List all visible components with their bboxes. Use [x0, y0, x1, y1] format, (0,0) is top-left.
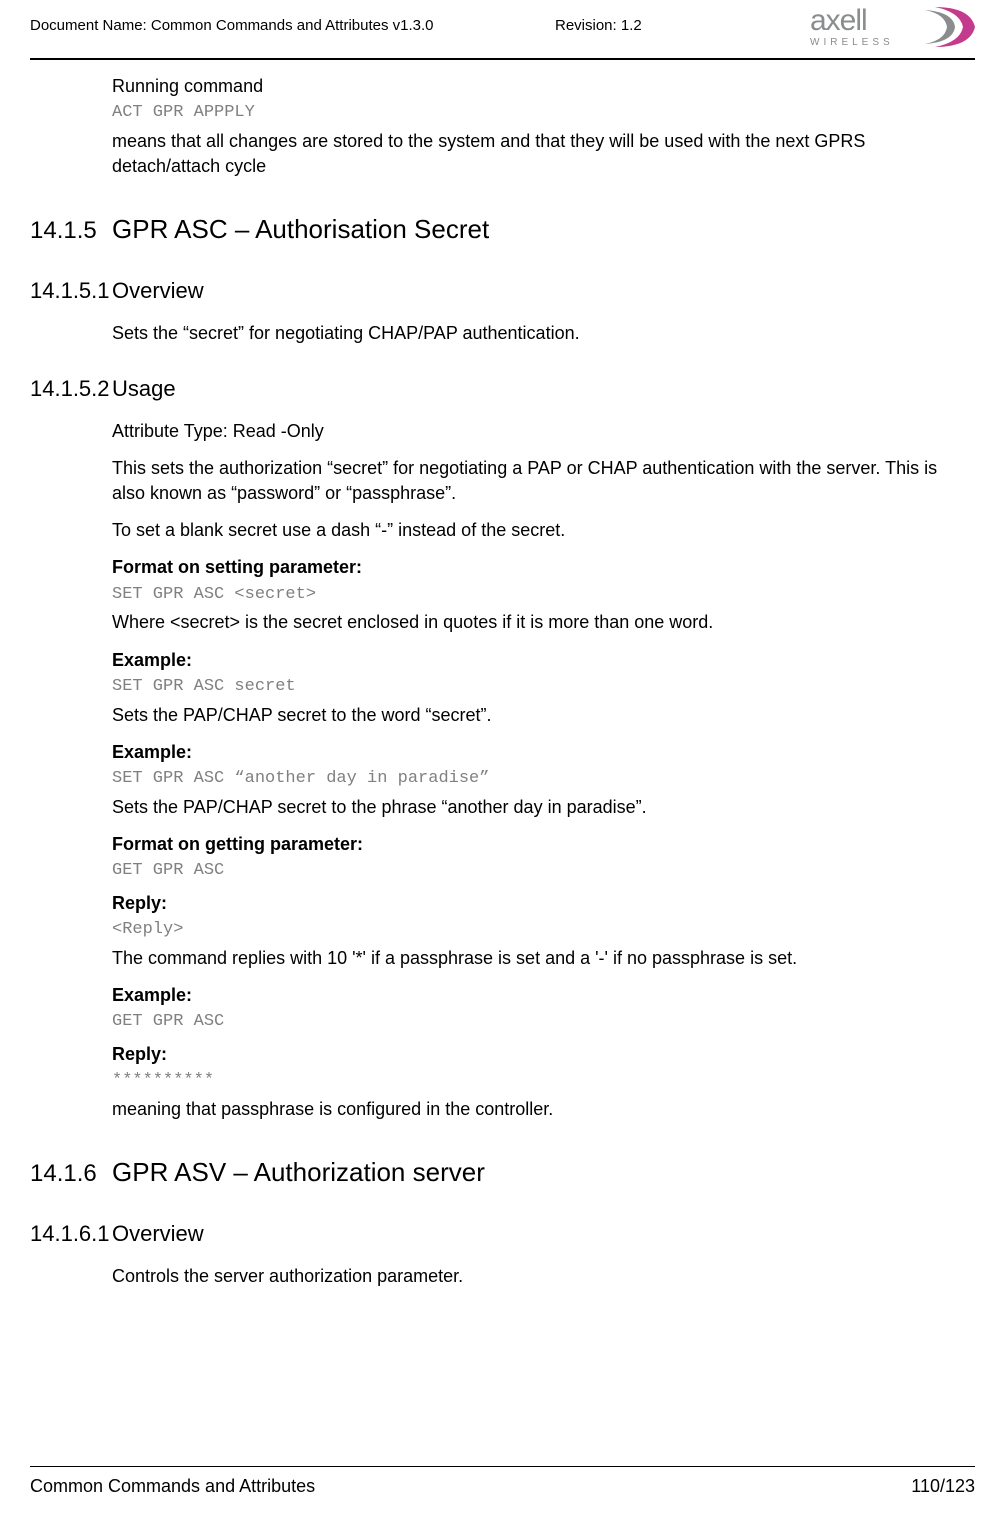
code-get-gpr-asc: GET GPR ASC — [112, 859, 970, 883]
overview-body-2: Controls the server authorization parame… — [112, 1264, 970, 1289]
code-act-gpr-apply: ACT GPR APPPLY — [112, 101, 970, 125]
section-number: 14.1.6 — [30, 1155, 112, 1191]
section-14-1-5-1-heading: 14.1.5.1 Overview — [30, 276, 975, 307]
section-14-1-6-1-heading: 14.1.6.1 Overview — [30, 1219, 975, 1250]
overview-text-2: Controls the server authorization parame… — [112, 1264, 970, 1289]
revision-label: Revision: 1.2 — [555, 15, 642, 36]
reply2-desc: meaning that passphrase is configured in… — [112, 1097, 970, 1122]
format-get-label: Format on getting parameter: — [112, 832, 970, 857]
section-title: GPR ASC – Authorisation Secret — [112, 211, 489, 247]
reply-label-2: Reply: — [112, 1042, 970, 1067]
page-footer: Common Commands and Attributes 110/123 — [30, 1474, 975, 1499]
section-number: 14.1.5 — [30, 212, 112, 248]
reply-desc: The command replies with 10 '*' if a pas… — [112, 946, 970, 971]
axell-logo-icon: axell WIRELESS — [805, 2, 985, 52]
subsection-number: 14.1.5.1 — [30, 276, 112, 307]
usage-body: Attribute Type: Read -Only This sets the… — [112, 419, 970, 1123]
axell-logo: axell WIRELESS — [805, 2, 985, 59]
section-14-1-6-heading: 14.1.6 GPR ASV – Authorization server — [30, 1154, 975, 1191]
footer-left: Common Commands and Attributes — [30, 1474, 315, 1499]
svg-text:WIRELESS: WIRELESS — [810, 37, 894, 48]
code-reply-stars: ********** — [112, 1069, 970, 1093]
format-set-label: Format on setting parameter: — [112, 555, 970, 580]
code-set-gpr-asc-secret: SET GPR ASC <secret> — [112, 583, 970, 607]
format-set-desc: Where <secret> is the secret enclosed in… — [112, 610, 970, 635]
code-reply-placeholder: <Reply> — [112, 918, 970, 942]
intro-block: Running command ACT GPR APPPLY means tha… — [112, 74, 970, 179]
footer-page-number: 110/123 — [911, 1474, 975, 1499]
page-content: Running command ACT GPR APPPLY means tha… — [0, 60, 1005, 1289]
running-command-text: Running command — [112, 74, 970, 99]
svg-text:axell: axell — [810, 4, 867, 37]
example-1-desc: Sets the PAP/CHAP secret to the word “se… — [112, 703, 970, 728]
code-example-2: SET GPR ASC “another day in paradise” — [112, 767, 970, 791]
example-label-1: Example: — [112, 648, 970, 673]
intro-description: means that all changes are stored to the… — [112, 129, 970, 179]
code-example-1: SET GPR ASC secret — [112, 675, 970, 699]
usage-p1: This sets the authorization “secret” for… — [112, 456, 970, 506]
usage-p2: To set a blank secret use a dash “-” ins… — [112, 518, 970, 543]
subsection-title: Usage — [112, 374, 176, 405]
section-title: GPR ASV – Authorization server — [112, 1154, 485, 1190]
subsection-title: Overview — [112, 1219, 204, 1250]
footer-rule — [30, 1466, 975, 1467]
attribute-type: Attribute Type: Read -Only — [112, 419, 970, 444]
subsection-number: 14.1.6.1 — [30, 1219, 112, 1250]
doc-name-label: Document Name: Common Commands and Attri… — [30, 10, 434, 36]
page-header: Document Name: Common Commands and Attri… — [0, 0, 1005, 58]
subsection-title: Overview — [112, 276, 204, 307]
section-14-1-5-2-heading: 14.1.5.2 Usage — [30, 374, 975, 405]
overview-body-1: Sets the “secret” for negotiating CHAP/P… — [112, 321, 970, 346]
code-example-3: GET GPR ASC — [112, 1010, 970, 1034]
example-label-2: Example: — [112, 740, 970, 765]
section-14-1-5-heading: 14.1.5 GPR ASC – Authorisation Secret — [30, 211, 975, 248]
overview-text: Sets the “secret” for negotiating CHAP/P… — [112, 321, 970, 346]
example-2-desc: Sets the PAP/CHAP secret to the phrase “… — [112, 795, 970, 820]
subsection-number: 14.1.5.2 — [30, 374, 112, 405]
reply-label-1: Reply: — [112, 891, 970, 916]
example-label-3: Example: — [112, 983, 970, 1008]
